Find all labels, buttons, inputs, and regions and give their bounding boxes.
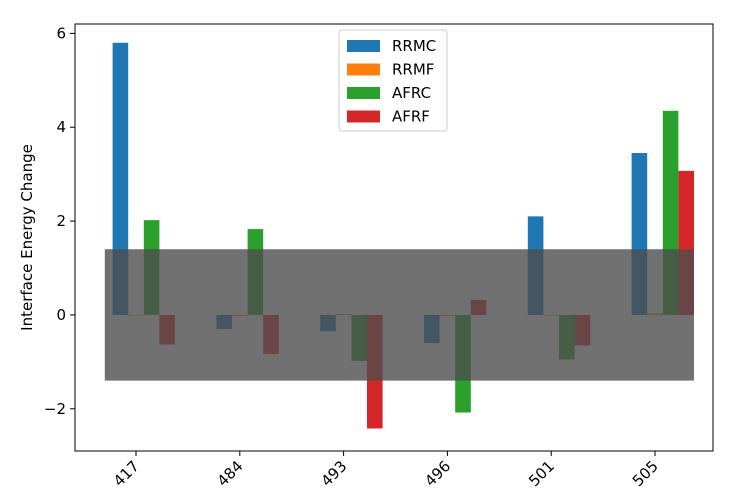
y-axis-label: Interface Energy Change <box>18 144 36 331</box>
legend-label-afrf: AFRF <box>392 108 430 126</box>
legend-swatch-afrf <box>347 110 380 123</box>
legend-label-afrc: AFRC <box>392 84 431 102</box>
plot-frame <box>74 23 714 452</box>
legend-swatch-afrc <box>347 87 380 99</box>
y-tick-label: 4 <box>56 118 66 136</box>
legend-box <box>338 29 448 132</box>
y-tick-label: 6 <box>56 24 66 42</box>
legend-swatch-rrmc <box>347 40 380 52</box>
bar-rrmc-417 <box>112 42 129 315</box>
legend: RRMC RRMF AFRC AFRF <box>338 29 448 132</box>
legend-label-rrmc: RRMC <box>392 37 436 55</box>
y-tick-label: 0 <box>56 306 66 324</box>
legend-swatch-rrmf <box>347 63 380 76</box>
y-tick-label: 2 <box>56 212 66 230</box>
y-tick-label: −2 <box>44 400 66 418</box>
legend-label-rrmf: RRMF <box>392 61 434 79</box>
y-axis: −2 0 2 4 6 <box>44 24 75 418</box>
threshold-band <box>104 249 695 381</box>
